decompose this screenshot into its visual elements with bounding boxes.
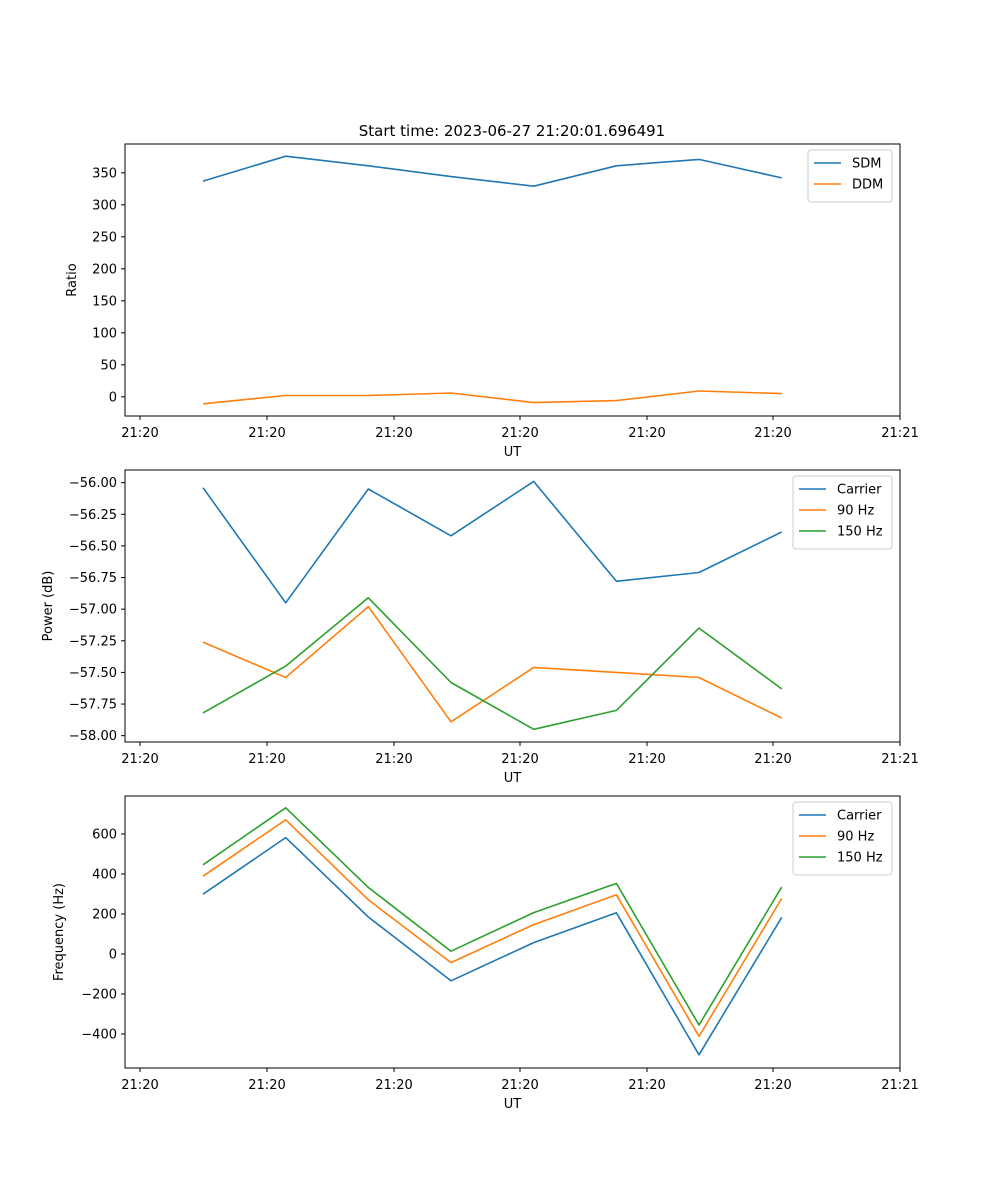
y-tick-label: −56.75 xyxy=(69,571,117,586)
x-tick-label: 21:21 xyxy=(881,752,918,767)
x-tick-label: 21:20 xyxy=(501,426,538,441)
y-tick-label: 0 xyxy=(109,948,117,963)
x-axis-label: UT xyxy=(504,445,522,460)
legend-label: DDM xyxy=(852,178,883,193)
chart-panel-3: 21:20 21:20 21:20 21:20 21:20 21:20 21:21 UT −40… xyxy=(52,795,919,1112)
x-tick-label: 21:20 xyxy=(754,752,791,767)
series-line-90-hz xyxy=(202,605,783,723)
x-tick-label: 21:20 xyxy=(754,426,791,441)
legend: SDM DDM xyxy=(807,149,893,203)
y-tick-label: 150 xyxy=(92,294,117,309)
y-tick-label: 300 xyxy=(92,198,117,213)
y-axis-label: Power (dB) xyxy=(41,571,56,642)
figure-title: Start time: 2023-06-27 21:20:01.696491 xyxy=(359,122,665,140)
y-tick-label: −400 xyxy=(81,1028,117,1043)
legend-label: SDM xyxy=(852,157,881,172)
x-tick-label: 21:20 xyxy=(501,1078,538,1093)
x-tick-label: 21:20 xyxy=(628,752,665,767)
y-tick-label: 250 xyxy=(92,230,117,245)
y-axis-label: Ratio xyxy=(65,263,80,296)
y-tick-label: 400 xyxy=(92,868,117,883)
series-line-150-hz xyxy=(202,806,783,1026)
x-tick-label: 21:20 xyxy=(248,752,285,767)
x-tick-label: 21:20 xyxy=(248,426,285,441)
y-tick-label: −58.00 xyxy=(69,729,117,744)
y-tick-label: −57.75 xyxy=(69,698,117,713)
axes-frame xyxy=(124,795,901,1069)
series-line-carrier xyxy=(202,836,783,1056)
y-tick-label: 200 xyxy=(92,262,117,277)
x-axis-label: UT xyxy=(504,1097,522,1112)
x-tick-label: 21:20 xyxy=(628,426,665,441)
x-axis-label: UT xyxy=(504,771,522,786)
axes-frame xyxy=(124,143,901,417)
y-tick-label: 350 xyxy=(92,166,117,181)
legend: Carrier 90 Hz 150 Hz xyxy=(792,475,893,550)
y-tick-label: 200 xyxy=(92,908,117,923)
y-axis-label: Frequency (Hz) xyxy=(52,883,67,981)
y-tick-label: 50 xyxy=(100,358,117,373)
x-tick-label: 21:20 xyxy=(121,1078,158,1093)
legend-label: 90 Hz xyxy=(837,830,874,845)
legend: Carrier 90 Hz 150 Hz xyxy=(792,801,893,876)
y-tick-label: −57.50 xyxy=(69,666,117,681)
series-line-sdm xyxy=(202,155,782,187)
y-tick-label: 100 xyxy=(92,326,117,341)
x-tick-label: 21:21 xyxy=(881,426,918,441)
legend-label: 150 Hz xyxy=(837,525,883,540)
axes-frame xyxy=(124,469,901,743)
y-tick-label: −57.25 xyxy=(69,634,117,649)
x-tick-label: 21:20 xyxy=(375,426,412,441)
y-tick-label: −56.00 xyxy=(69,476,117,491)
chart-panel-1: 21:20 21:20 21:20 21:20 21:20 21:20 21:21 UT 0 50… xyxy=(65,143,919,460)
y-tick-label: −200 xyxy=(81,988,117,1003)
series-line-ddm xyxy=(202,390,782,405)
y-tick-label: −57.00 xyxy=(69,603,117,618)
x-tick-label: 21:21 xyxy=(881,1078,918,1093)
legend-label: 150 Hz xyxy=(837,851,883,866)
x-tick-label: 21:20 xyxy=(628,1078,665,1093)
legend-label: Carrier xyxy=(837,809,882,824)
chart-panel-2: 21:20 21:20 21:20 21:20 21:20 21:20 21:21 UT −58… xyxy=(41,469,919,786)
y-tick-label: −56.50 xyxy=(69,539,117,554)
legend-label: 90 Hz xyxy=(837,504,874,519)
x-tick-label: 21:20 xyxy=(375,1078,412,1093)
x-tick-label: 21:20 xyxy=(375,752,412,767)
x-tick-label: 21:20 xyxy=(248,1078,285,1093)
x-tick-label: 21:20 xyxy=(501,752,538,767)
series-line-150-hz xyxy=(202,596,783,731)
x-tick-label: 21:20 xyxy=(121,752,158,767)
x-tick-label: 21:20 xyxy=(121,426,158,441)
y-tick-label: −56.25 xyxy=(69,508,117,523)
series-line-90-hz xyxy=(202,818,783,1038)
y-tick-label: 600 xyxy=(92,828,117,843)
legend-label: Carrier xyxy=(837,483,882,498)
series-line-carrier xyxy=(202,480,783,604)
x-tick-label: 21:20 xyxy=(754,1078,791,1093)
y-tick-label: 0 xyxy=(109,390,117,405)
